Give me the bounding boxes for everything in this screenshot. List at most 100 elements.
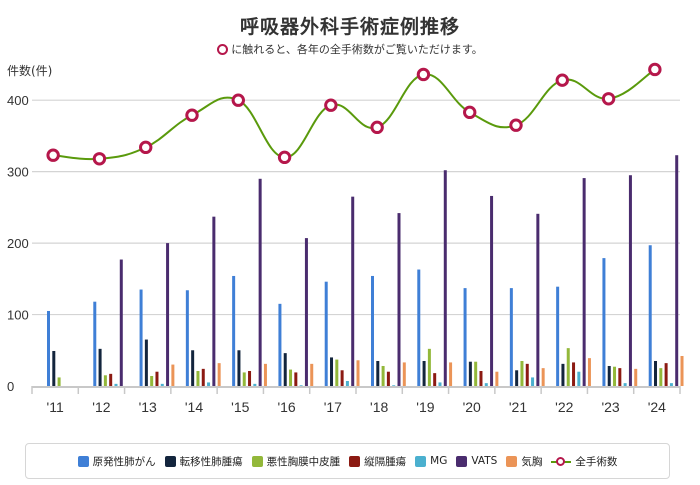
bar[interactable]	[294, 372, 298, 386]
bar[interactable]	[556, 286, 560, 386]
total-point-marker[interactable]	[555, 73, 569, 87]
legend-item-metastatic-lung-tumor[interactable]: 転移性肺腫瘍	[164, 454, 243, 469]
bar[interactable]	[144, 339, 148, 386]
bar[interactable]	[463, 288, 467, 386]
bar[interactable]	[515, 370, 519, 386]
bar[interactable]	[634, 368, 638, 386]
bar[interactable]	[340, 370, 344, 386]
bar[interactable]	[623, 383, 627, 386]
bar[interactable]	[484, 383, 488, 386]
bar[interactable]	[356, 360, 360, 386]
bar[interactable]	[495, 371, 499, 386]
bar[interactable]	[648, 245, 652, 386]
bar[interactable]	[207, 382, 211, 386]
bar[interactable]	[160, 383, 164, 386]
bar[interactable]	[171, 364, 175, 386]
bar[interactable]	[525, 363, 529, 386]
bar[interactable]	[449, 362, 453, 386]
bar[interactable]	[607, 365, 611, 386]
bar[interactable]	[675, 155, 679, 386]
bar[interactable]	[541, 368, 545, 386]
bar[interactable]	[299, 385, 303, 386]
bar[interactable]	[258, 178, 262, 386]
bar[interactable]	[191, 350, 195, 386]
bar[interactable]	[324, 281, 328, 386]
bar[interactable]	[345, 380, 349, 386]
bar[interactable]	[561, 363, 565, 386]
legend-item-primary-lung-cancer[interactable]: 原発性肺がん	[77, 454, 156, 469]
bar[interactable]	[433, 373, 437, 386]
bar[interactable]	[155, 371, 159, 386]
bar[interactable]	[196, 370, 200, 386]
bar[interactable]	[474, 361, 478, 386]
bar[interactable]	[386, 371, 390, 386]
total-point-marker[interactable]	[277, 150, 292, 165]
bar[interactable]	[520, 360, 524, 386]
bar[interactable]	[680, 355, 684, 386]
bar[interactable]	[57, 377, 61, 386]
bar[interactable]	[392, 385, 396, 386]
bar[interactable]	[490, 195, 494, 386]
bar[interactable]	[669, 383, 673, 386]
bar[interactable]	[330, 357, 334, 386]
bar[interactable]	[237, 350, 241, 386]
bar[interactable]	[577, 371, 581, 386]
total-point-marker[interactable]	[370, 120, 384, 135]
bar[interactable]	[572, 362, 576, 386]
bar[interactable]	[587, 358, 591, 386]
bar[interactable]	[103, 375, 107, 386]
bar[interactable]	[335, 359, 339, 386]
bar[interactable]	[185, 290, 189, 386]
bar[interactable]	[278, 303, 282, 386]
bar[interactable]	[248, 370, 252, 386]
bar[interactable]	[109, 373, 113, 386]
bar[interactable]	[47, 310, 50, 386]
total-point-marker[interactable]	[509, 118, 523, 132]
bar[interactable]	[438, 382, 442, 386]
bar[interactable]	[98, 348, 102, 386]
bar[interactable]	[201, 368, 205, 386]
bar[interactable]	[618, 368, 622, 386]
bar[interactable]	[119, 259, 123, 386]
bar[interactable]	[381, 365, 385, 386]
legend-item-mesothelioma[interactable]: 悪性胸膜中皮腫	[251, 454, 340, 469]
bar[interactable]	[422, 360, 426, 386]
bar[interactable]	[654, 360, 658, 386]
bar[interactable]	[139, 289, 143, 386]
bar[interactable]	[427, 348, 431, 386]
bar[interactable]	[397, 213, 401, 386]
bar[interactable]	[263, 363, 267, 386]
bar[interactable]	[468, 361, 472, 386]
total-point-marker[interactable]	[463, 105, 477, 120]
bar[interactable]	[613, 366, 617, 386]
bar[interactable]	[212, 216, 216, 386]
bar[interactable]	[150, 375, 154, 386]
legend-item-mediastinal-tumor[interactable]: 縦隔腫瘍	[349, 454, 406, 469]
legend-item-total[interactable]: 全手術数	[551, 454, 617, 469]
bar[interactable]	[371, 275, 374, 386]
bar[interactable]	[417, 269, 421, 386]
bar[interactable]	[479, 370, 483, 386]
bar[interactable]	[310, 363, 314, 386]
bar[interactable]	[351, 196, 355, 386]
legend-item-vats[interactable]: VATS	[456, 455, 497, 467]
bar[interactable]	[664, 363, 668, 386]
bar[interactable]	[242, 372, 246, 386]
total-point-marker[interactable]	[648, 62, 662, 77]
legend-item-mg[interactable]: MG	[415, 455, 447, 467]
bar[interactable]	[253, 383, 257, 386]
bar[interactable]	[402, 362, 406, 386]
bar[interactable]	[114, 383, 118, 386]
bar[interactable]	[628, 175, 632, 386]
bar[interactable]	[166, 243, 170, 386]
bar[interactable]	[602, 258, 606, 386]
bar[interactable]	[566, 348, 570, 386]
total-point-marker[interactable]	[416, 67, 431, 82]
bar[interactable]	[289, 369, 293, 386]
bar[interactable]	[93, 301, 97, 386]
bar[interactable]	[531, 377, 535, 386]
total-point-marker[interactable]	[185, 108, 199, 122]
total-point-marker[interactable]	[231, 93, 245, 107]
bar[interactable]	[304, 238, 308, 386]
bar[interactable]	[659, 368, 663, 386]
